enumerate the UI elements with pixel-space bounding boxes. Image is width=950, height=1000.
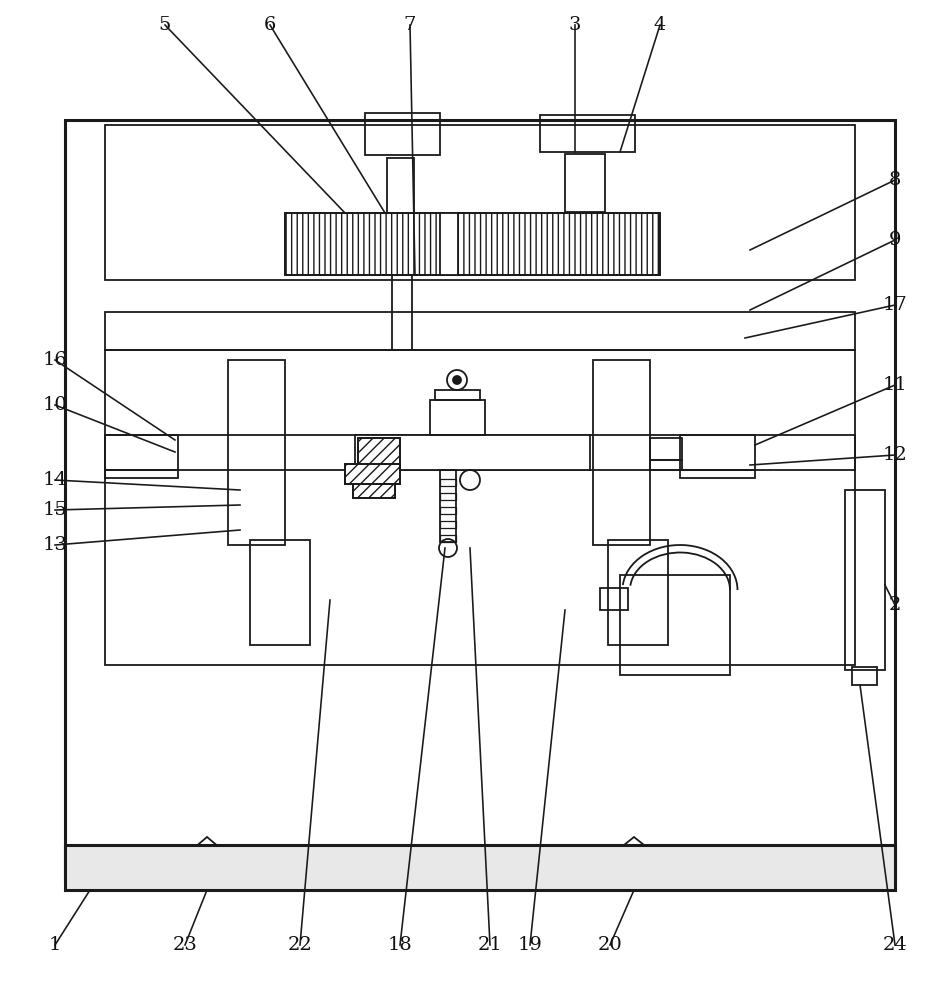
Text: 10: 10 (43, 396, 67, 414)
Bar (608, 540, 668, 645)
Bar (105, 435, 178, 470)
Bar (345, 464, 400, 484)
Bar (440, 507, 456, 514)
Bar (105, 435, 855, 470)
Text: 8: 8 (889, 171, 902, 189)
Bar (852, 667, 877, 685)
Bar (65, 845, 895, 890)
Bar (105, 350, 855, 665)
Text: 24: 24 (883, 936, 907, 954)
Bar (430, 400, 485, 435)
Bar (650, 438, 682, 460)
Bar (228, 360, 285, 545)
Text: 15: 15 (43, 501, 67, 519)
Bar (105, 125, 855, 280)
Bar (440, 535, 456, 542)
Text: 5: 5 (159, 16, 171, 34)
Text: 12: 12 (883, 446, 907, 464)
Text: 19: 19 (518, 936, 542, 954)
Bar (450, 213, 660, 275)
Bar (387, 158, 414, 215)
Bar (285, 213, 450, 275)
Bar (365, 113, 440, 155)
Bar (435, 390, 480, 400)
Text: 1: 1 (48, 936, 61, 954)
Text: 13: 13 (43, 536, 67, 554)
Text: 17: 17 (883, 296, 907, 314)
Text: 2: 2 (889, 596, 902, 614)
Text: 4: 4 (654, 16, 666, 34)
Bar (105, 312, 855, 350)
Bar (392, 275, 412, 350)
Bar (540, 115, 635, 152)
Bar (250, 540, 310, 645)
Bar (358, 438, 400, 468)
Bar (440, 470, 456, 542)
Bar (680, 435, 755, 470)
Text: 23: 23 (173, 936, 198, 954)
Bar (355, 435, 590, 470)
Bar (620, 575, 730, 675)
Bar (345, 464, 400, 484)
Bar (285, 213, 450, 275)
Bar (650, 460, 682, 470)
Text: 22: 22 (288, 936, 313, 954)
Bar (353, 484, 395, 498)
Text: 6: 6 (264, 16, 276, 34)
Text: 20: 20 (598, 936, 622, 954)
Bar (450, 213, 660, 275)
Bar (845, 490, 885, 670)
Bar (440, 493, 456, 500)
Bar (358, 438, 400, 468)
Text: 3: 3 (569, 16, 581, 34)
Bar (353, 484, 395, 498)
Bar (680, 470, 755, 478)
Bar (593, 360, 650, 545)
Bar (440, 521, 456, 528)
Text: 7: 7 (404, 16, 416, 34)
Bar (440, 213, 458, 275)
Text: 11: 11 (883, 376, 907, 394)
Bar (105, 470, 178, 478)
Bar (565, 154, 605, 212)
Bar (600, 588, 628, 610)
Circle shape (453, 376, 461, 384)
Text: 16: 16 (43, 351, 67, 369)
Text: 21: 21 (478, 936, 503, 954)
Text: 9: 9 (889, 231, 902, 249)
Text: 18: 18 (388, 936, 412, 954)
Bar (440, 479, 456, 486)
Bar (65, 120, 895, 880)
Text: 14: 14 (43, 471, 67, 489)
